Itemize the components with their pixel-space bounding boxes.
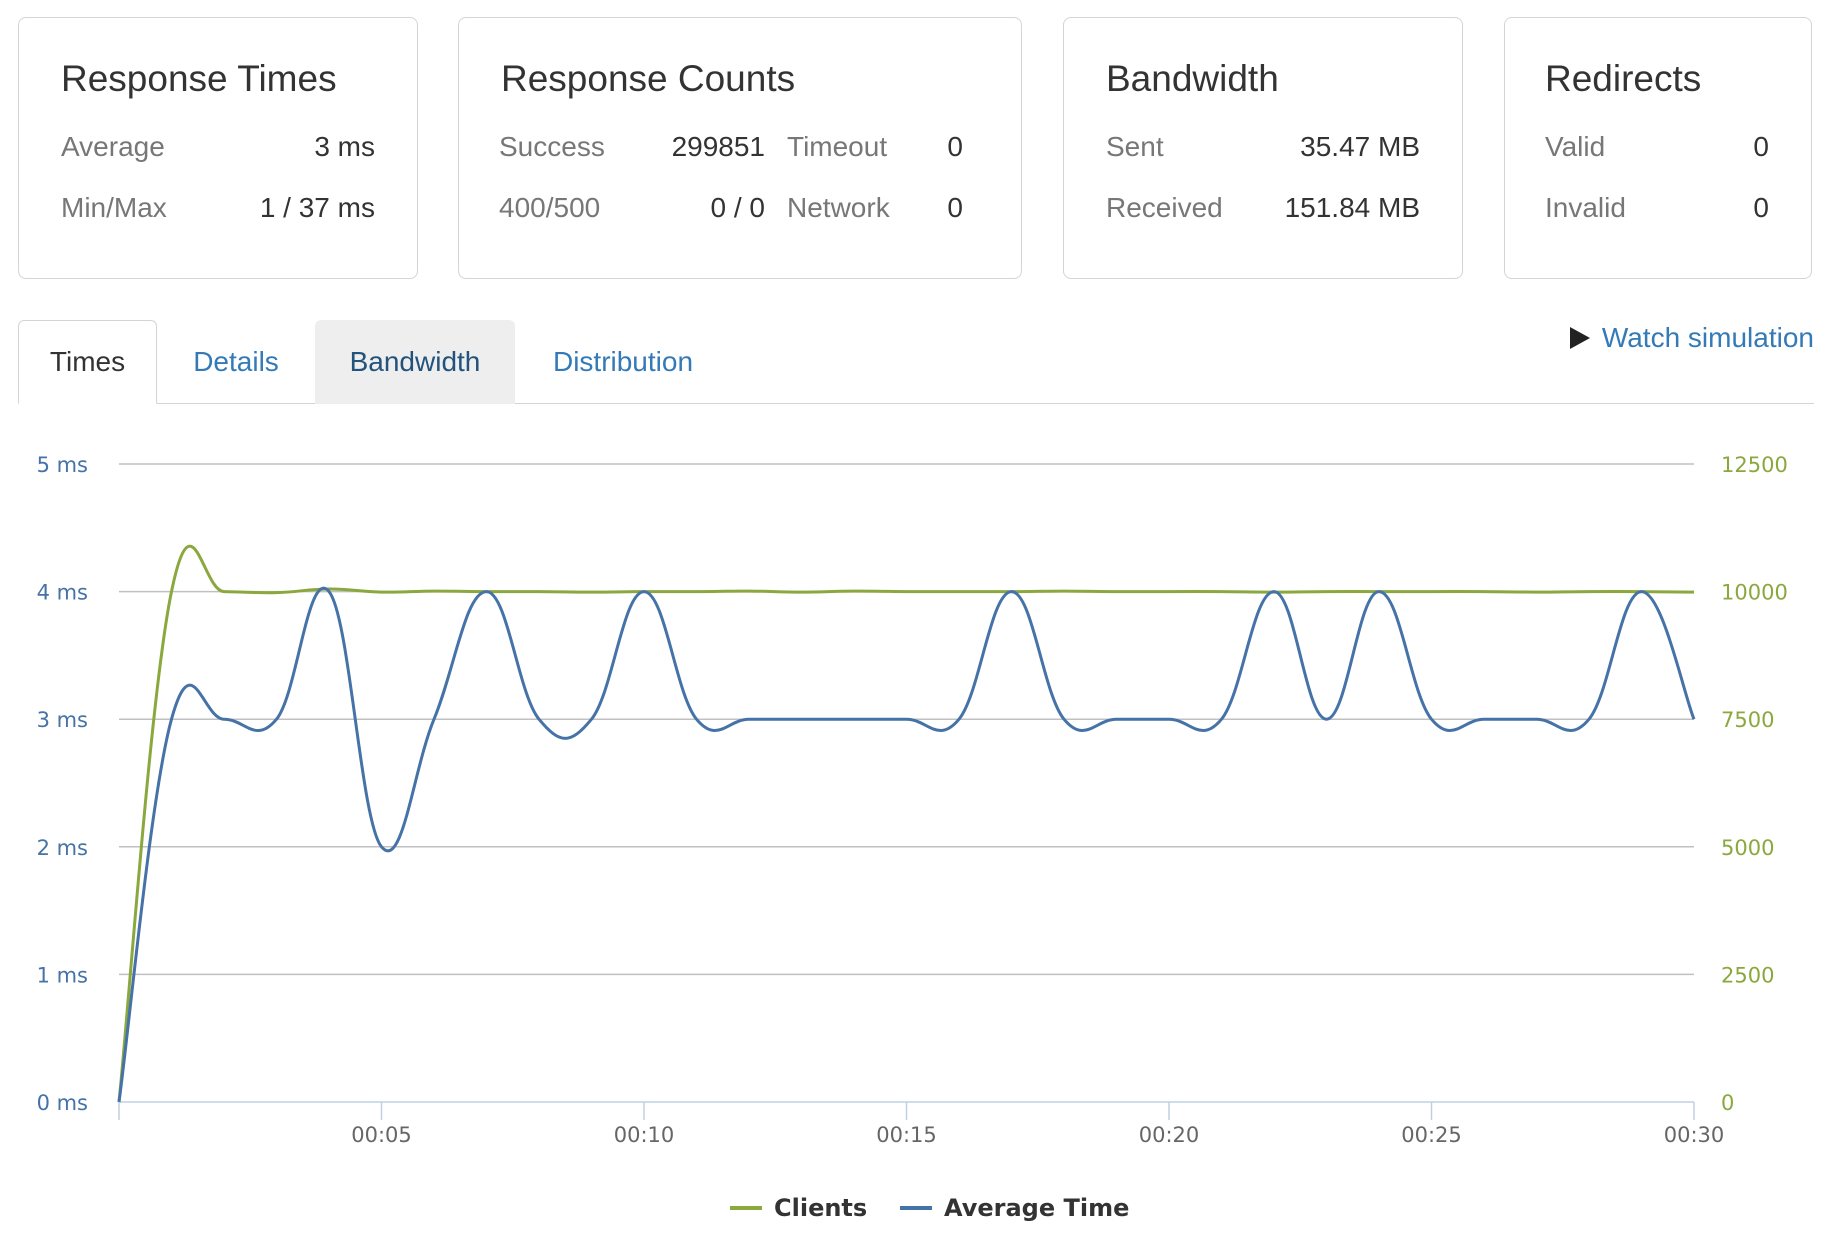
legend-average-time[interactable]: Average Time [900, 1194, 1129, 1222]
y-right-tick-label: 0 [1721, 1091, 1734, 1115]
card-title: Response Counts [501, 58, 796, 99]
valid-label: Valid [1545, 131, 1606, 162]
invalid-value: 0 [1753, 192, 1769, 223]
x-tick-label: 00:10 [614, 1123, 675, 1147]
y-left-tick-label: 5 ms [37, 453, 88, 477]
play-icon [1569, 327, 1590, 349]
success-value: 299851 [671, 131, 765, 162]
clients-series-line [117, 544, 1695, 1103]
tab-distribution[interactable]: Distribution [552, 346, 694, 377]
minmax-label: Min/Max [61, 192, 167, 223]
bandwidth-card: Bandwidth Sent 35.47 MB Received 151.84 … [1063, 17, 1463, 279]
invalid-label: Invalid [1545, 192, 1626, 223]
y-right-tick-label: 5000 [1721, 836, 1774, 860]
valid-value: 0 [1753, 131, 1769, 162]
x-tick-label: 00:20 [1139, 1123, 1200, 1147]
received-value: 151.84 MB [1284, 192, 1420, 223]
card-title: Redirects [1545, 58, 1702, 99]
card-title: Bandwidth [1106, 58, 1279, 99]
errors-label: 400/500 [499, 192, 601, 223]
card-title: Response Times [61, 58, 337, 99]
legend-clients-label: Clients [774, 1194, 868, 1222]
average-time-series-line [117, 586, 1696, 1103]
x-tick-label: 00:05 [351, 1123, 412, 1147]
clients-swatch [730, 1206, 762, 1210]
y-right-tick-label: 12500 [1721, 453, 1788, 477]
y-right-tick-label: 2500 [1721, 963, 1774, 987]
tab-times[interactable]: Times [18, 320, 157, 404]
legend-average-time-label: Average Time [944, 1194, 1130, 1222]
x-tick-label: 00:15 [876, 1123, 937, 1147]
watch-simulation-label: Watch simulation [1601, 322, 1814, 353]
x-tick-label: 00:25 [1401, 1123, 1462, 1147]
redirects-card: Redirects Valid 0 Invalid 0 [1504, 17, 1812, 279]
tabs-divider [18, 403, 1814, 404]
network-label: Network [787, 192, 890, 223]
sent-value: 35.47 MB [1300, 131, 1420, 162]
watch-simulation-link[interactable]: Watch simulation [1569, 322, 1814, 354]
y-left-tick-label: 1 ms [37, 963, 88, 987]
received-label: Received [1106, 192, 1223, 223]
response-times-card: Response Times Average 3 ms Min/Max 1 / … [18, 17, 418, 279]
response-counts-card: Response Counts Success 299851 Timeout 0… [458, 17, 1022, 279]
tab-bandwidth[interactable]: Bandwidth [315, 320, 515, 404]
average-label: Average [61, 131, 165, 162]
timeout-value: 0 [947, 131, 963, 162]
tab-details[interactable]: Details [193, 346, 279, 377]
y-right-tick-label: 7500 [1721, 708, 1774, 732]
minmax-value: 1 / 37 ms [259, 192, 375, 223]
timeout-label: Timeout [787, 131, 888, 162]
average-value: 3 ms [314, 131, 375, 162]
y-left-tick-label: 3 ms [37, 708, 88, 732]
y-left-tick-label: 0 ms [37, 1091, 88, 1115]
y-left-tick-label: 2 ms [37, 836, 88, 860]
x-tick-label: 00:30 [1664, 1123, 1725, 1147]
errors-value: 0 / 0 [710, 192, 765, 223]
average-time-swatch [900, 1206, 932, 1210]
y-left-tick-label: 4 ms [37, 581, 88, 605]
legend-clients[interactable]: Clients [730, 1194, 867, 1222]
sent-label: Sent [1106, 131, 1164, 162]
response-time-chart: 0 ms 0 1 ms 2500 2 ms 5000 3 ms 7500 4 ms 10000 5 … [37, 453, 1788, 1147]
y-right-tick-label: 10000 [1721, 581, 1788, 605]
network-value: 0 [947, 192, 963, 223]
success-label: Success [499, 131, 605, 162]
